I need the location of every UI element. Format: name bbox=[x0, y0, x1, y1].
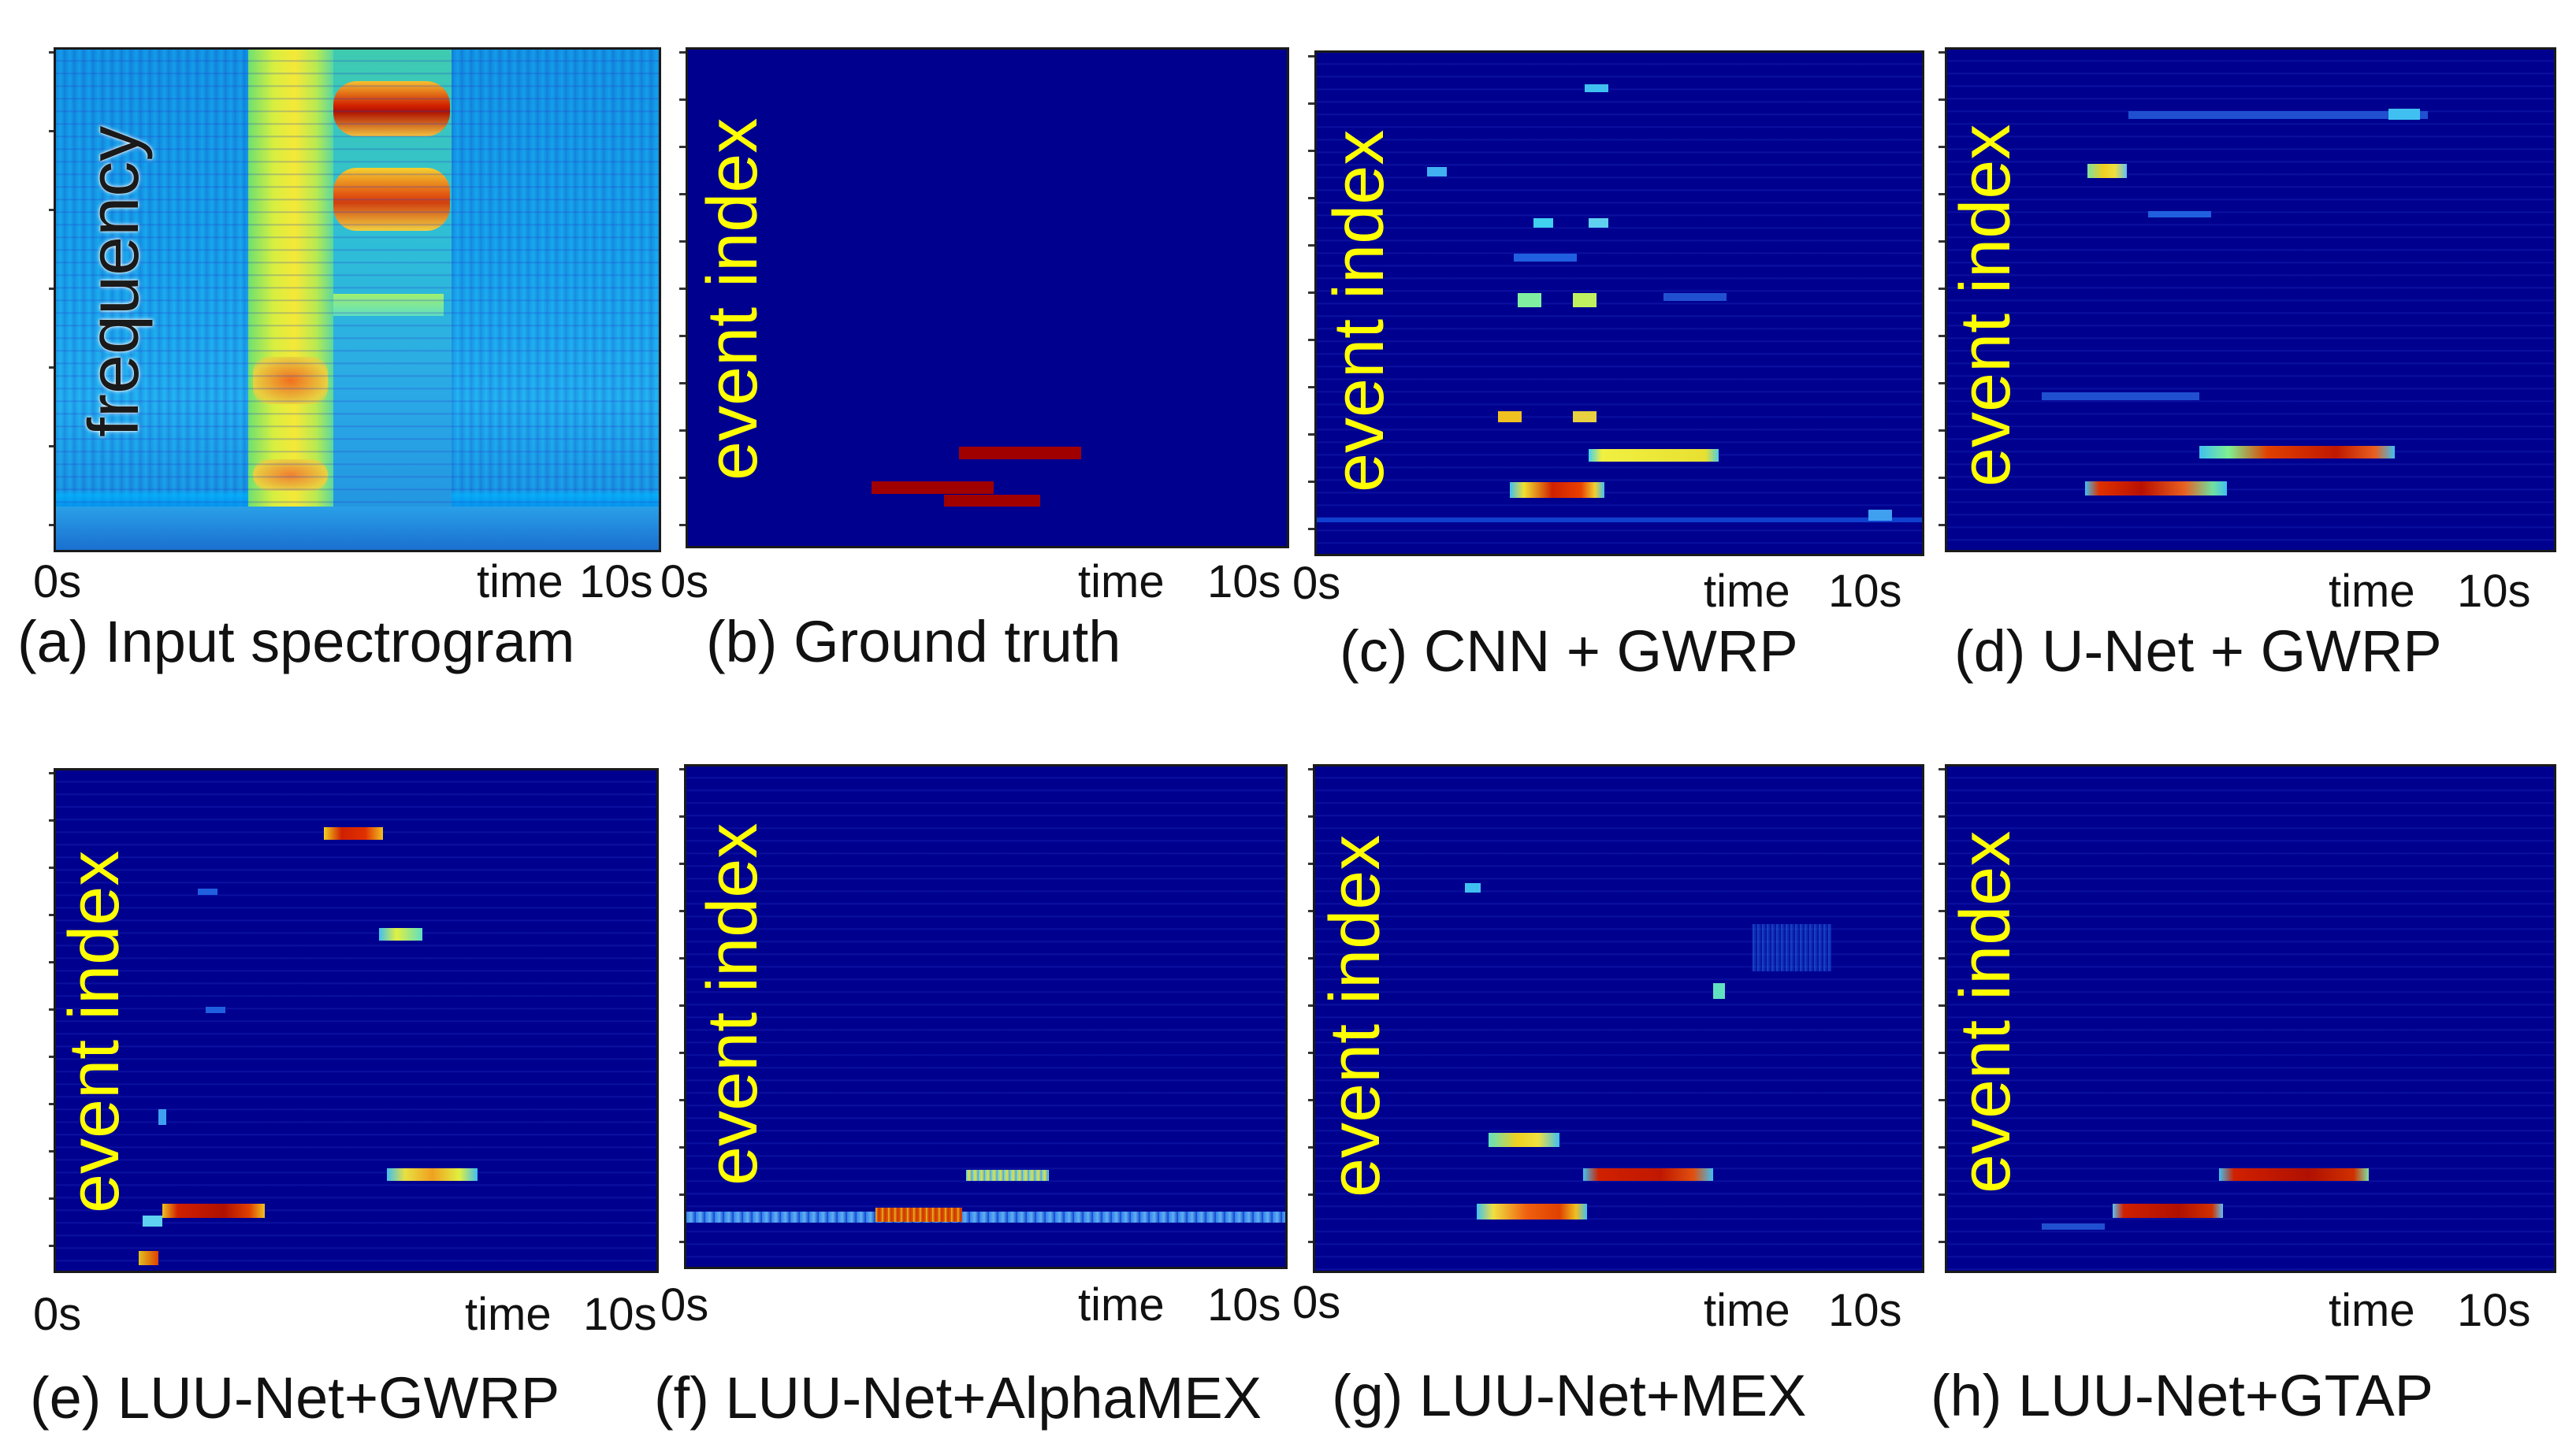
panel-caption: (f) LUU-Net+AlphaMEX bbox=[654, 1365, 1262, 1431]
y-axis-label: event index bbox=[55, 850, 134, 1213]
x-end-label: 10s bbox=[1207, 556, 1281, 607]
event-segment bbox=[944, 495, 1040, 507]
luunet-alphamex-plot bbox=[684, 764, 1288, 1269]
x-time-label: time bbox=[2329, 566, 2415, 617]
y-axis-label: event index bbox=[1320, 129, 1399, 492]
x-start-label: 0s bbox=[33, 1289, 82, 1340]
event-segment bbox=[872, 481, 994, 494]
y-ticks bbox=[1308, 55, 1319, 551]
panel-caption: (a) Input spectrogram bbox=[17, 609, 575, 674]
x-time-label: time bbox=[465, 1289, 552, 1340]
x-end-label: 10s bbox=[583, 1289, 657, 1340]
panel-caption: (g) LUU-Net+MEX bbox=[1332, 1363, 1807, 1428]
y-ticks bbox=[1939, 768, 1950, 1264]
x-start-label: 0s bbox=[1292, 558, 1341, 609]
x-end-label: 10s bbox=[2457, 1285, 2531, 1336]
x-end-label: 10s bbox=[2457, 566, 2531, 617]
x-start-label: 0s bbox=[1292, 1277, 1341, 1328]
y-axis-label: event index bbox=[1946, 830, 2025, 1193]
y-ticks bbox=[1939, 51, 1950, 548]
y-axis-label: event index bbox=[693, 117, 772, 481]
spectrogram-plot bbox=[54, 47, 661, 552]
luunet-gwrp-plot bbox=[54, 768, 659, 1273]
y-ticks bbox=[679, 51, 690, 548]
x-time-label: time bbox=[2329, 1285, 2415, 1336]
x-time-label: time bbox=[1078, 1279, 1165, 1331]
panel-caption: (c) CNN + GWRP bbox=[1340, 618, 1798, 684]
y-axis-label: event index bbox=[1316, 834, 1395, 1197]
panel-caption: (h) LUU-Net+GTAP bbox=[1931, 1363, 2434, 1428]
luunet-gtap-plot bbox=[1945, 764, 2556, 1273]
x-start-label: 0s bbox=[33, 556, 82, 607]
x-time-label: time bbox=[477, 556, 563, 607]
x-start-label: 0s bbox=[660, 556, 709, 607]
x-start-label: 0s bbox=[660, 1279, 709, 1331]
x-end-label: 10s bbox=[1828, 1285, 1902, 1336]
x-time-label: time bbox=[1704, 1285, 1790, 1336]
x-end-label: 10s bbox=[1207, 1279, 1281, 1331]
y-axis-label: frequency bbox=[75, 125, 154, 437]
x-time-label: time bbox=[1078, 556, 1165, 607]
cnn-gwrp-plot bbox=[1314, 50, 1924, 556]
y-axis-label: event index bbox=[693, 822, 772, 1186]
ground-truth-plot bbox=[686, 47, 1289, 548]
panel-caption: (e) LUU-Net+GWRP bbox=[30, 1365, 560, 1431]
y-axis-label: event index bbox=[1946, 124, 2025, 487]
unet-gwrp-plot bbox=[1945, 47, 2556, 552]
x-end-label: 10s bbox=[1828, 566, 1902, 617]
panel-caption: (d) U-Net + GWRP bbox=[1954, 618, 2442, 684]
x-time-label: time bbox=[1704, 566, 1790, 617]
x-end-label: 10s bbox=[579, 556, 653, 607]
event-segment bbox=[959, 447, 1081, 459]
panel-caption: (b) Ground truth bbox=[706, 609, 1121, 674]
luunet-mex-plot bbox=[1313, 764, 1924, 1273]
